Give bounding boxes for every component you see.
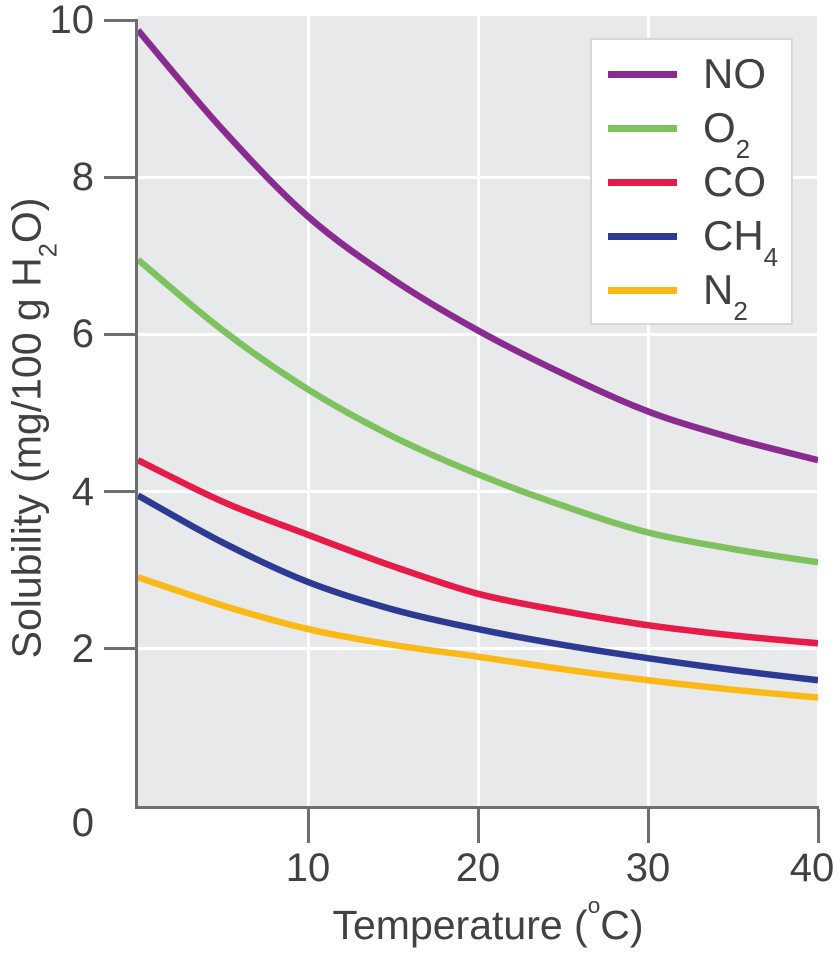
curves-layer [138, 28, 818, 701]
legend-label-NO: NO [703, 51, 766, 97]
legend-label-O2: O2 [703, 104, 750, 162]
y-tick-8 [104, 175, 137, 179]
x-axis-title: Temperature (oC) [332, 894, 644, 949]
legend-label-text: CO [703, 158, 766, 205]
legend-line-N2 [608, 286, 677, 294]
series-line-NO [138, 28, 818, 464]
x-tick-label-40: 40 [789, 846, 835, 890]
y-tick-4 [104, 490, 137, 494]
legend-label-CO: CO [703, 159, 766, 205]
horizontal-gridline-2 [138, 647, 818, 651]
legend-item-O2: O2 [592, 101, 791, 162]
y-tick-10 [104, 18, 137, 22]
series-line-CO [138, 457, 818, 647]
legend-item-N2: N2 [592, 263, 791, 324]
superscript: o [587, 893, 601, 919]
legend-label-N2: N2 [703, 266, 748, 324]
legend-label-subscript: 2 [735, 133, 751, 164]
y-tick-label-4: 4 [71, 469, 94, 514]
vertical-gridline-10 [306, 16, 310, 807]
legend-item-CH4: CH4 [592, 209, 791, 270]
legend-label-CH4: CH4 [703, 212, 778, 270]
y-axis-title: Solubility (mg/100 g H2O) [3, 197, 63, 659]
series-line-N2 [138, 574, 818, 701]
label-text: O) [3, 197, 50, 244]
x-tick-label-20: 20 [455, 846, 501, 890]
label-text: Solubility (mg/100 g H [3, 257, 50, 659]
horizontal-gridline-8 [138, 175, 818, 179]
y-tick-6 [104, 332, 137, 336]
horizontal-gridline-4 [138, 490, 818, 494]
y-tick-label-0: 0 [71, 801, 94, 845]
vertical-gridline-20 [476, 16, 480, 807]
y-tick-label-8: 8 [71, 155, 94, 200]
label-text: Temperature ( [332, 902, 588, 948]
x-tick-10 [306, 809, 310, 843]
legend-label-text: CH [703, 212, 764, 259]
legend-item-CO: CO [592, 155, 791, 209]
series-line-CH4 [138, 492, 818, 684]
legend-label-text: N [703, 266, 734, 313]
x-tick-label-10: 10 [285, 846, 331, 890]
label-text: C) [600, 902, 644, 948]
y-tick-2 [104, 647, 137, 651]
vertical-gridline-40 [816, 16, 818, 807]
y-tick-label-6: 6 [71, 312, 94, 357]
legend-label-text: NO [703, 50, 766, 97]
legend-line-NO [608, 70, 677, 78]
y-axis-line [135, 19, 138, 809]
legend-line-O2 [608, 124, 677, 132]
legend-label-subscript: 4 [763, 241, 779, 272]
legend-item-NO: NO [592, 47, 791, 101]
x-tick-label-30: 30 [625, 846, 671, 890]
horizontal-gridline-6 [138, 332, 818, 336]
x-axis-line [135, 806, 819, 809]
legend-label-subscript: 2 [733, 295, 748, 326]
subscript: 2 [34, 243, 63, 258]
legend-label-text: O [703, 104, 736, 151]
legend-line-CO [608, 178, 677, 186]
x-tick-40 [816, 809, 820, 843]
y-tick-label-10: 10 [49, 0, 95, 42]
x-tick-30 [646, 809, 650, 843]
legend: NO O2 CO CH4 N2 [590, 38, 793, 325]
x-tick-20 [476, 809, 480, 843]
series-line-O2 [138, 257, 818, 566]
legend-line-CH4 [608, 232, 677, 240]
y-tick-label-2: 2 [71, 626, 94, 671]
